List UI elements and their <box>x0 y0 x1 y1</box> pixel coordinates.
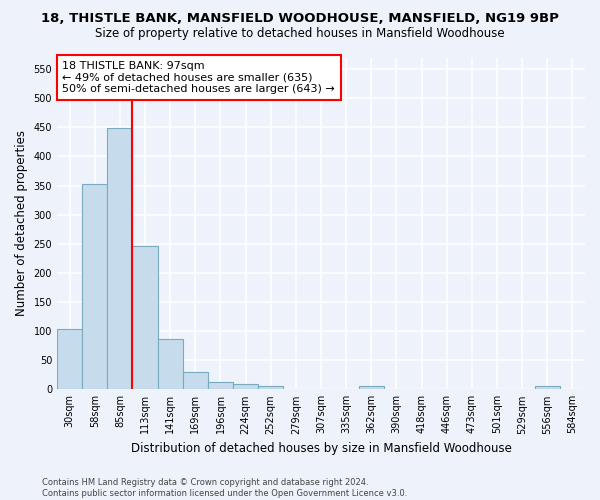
Bar <box>133 246 158 390</box>
Bar <box>208 382 233 390</box>
Y-axis label: Number of detached properties: Number of detached properties <box>15 130 28 316</box>
Bar <box>359 386 384 390</box>
Bar <box>82 184 107 390</box>
X-axis label: Distribution of detached houses by size in Mansfield Woodhouse: Distribution of detached houses by size … <box>131 442 511 455</box>
Bar <box>57 330 82 390</box>
Bar <box>158 338 183 390</box>
Bar <box>107 128 133 390</box>
Text: 18 THISTLE BANK: 97sqm
← 49% of detached houses are smaller (635)
50% of semi-de: 18 THISTLE BANK: 97sqm ← 49% of detached… <box>62 61 335 94</box>
Text: Size of property relative to detached houses in Mansfield Woodhouse: Size of property relative to detached ho… <box>95 28 505 40</box>
Bar <box>535 386 560 390</box>
Bar <box>233 384 258 390</box>
Bar <box>183 372 208 390</box>
Bar <box>258 386 283 390</box>
Text: 18, THISTLE BANK, MANSFIELD WOODHOUSE, MANSFIELD, NG19 9BP: 18, THISTLE BANK, MANSFIELD WOODHOUSE, M… <box>41 12 559 26</box>
Text: Contains HM Land Registry data © Crown copyright and database right 2024.
Contai: Contains HM Land Registry data © Crown c… <box>42 478 407 498</box>
